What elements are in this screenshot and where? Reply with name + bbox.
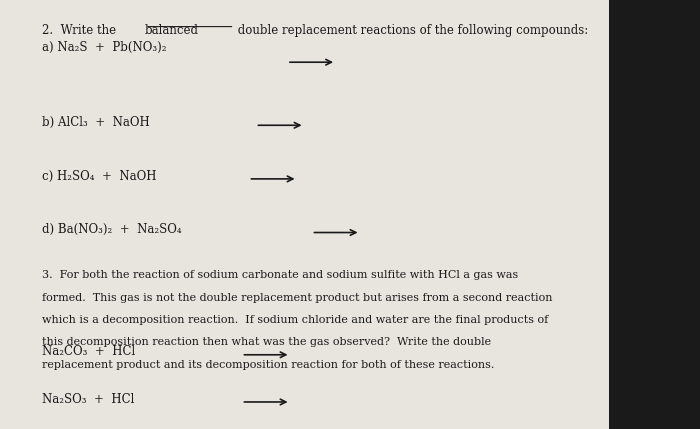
FancyBboxPatch shape (609, 0, 700, 429)
Text: a) Na₂S  +  Pb(NO₃)₂: a) Na₂S + Pb(NO₃)₂ (42, 41, 167, 54)
Text: balanced: balanced (145, 24, 199, 36)
FancyBboxPatch shape (0, 0, 609, 429)
Text: double replacement reactions of the following compounds:: double replacement reactions of the foll… (234, 24, 589, 36)
Text: formed.  This gas is not the double replacement product but arises from a second: formed. This gas is not the double repla… (42, 293, 552, 302)
Text: 2.  Write the: 2. Write the (42, 24, 120, 36)
Text: which is a decomposition reaction.  If sodium chloride and water are the final p: which is a decomposition reaction. If so… (42, 315, 548, 325)
Text: c) H₂SO₄  +  NaOH: c) H₂SO₄ + NaOH (42, 169, 157, 182)
Text: this decomposition reaction then what was the gas observed?  Write the double: this decomposition reaction then what wa… (42, 337, 491, 347)
Text: d) Ba(NO₃)₂  +  Na₂SO₄: d) Ba(NO₃)₂ + Na₂SO₄ (42, 223, 181, 236)
Text: replacement product and its decomposition reaction for both of these reactions.: replacement product and its decompositio… (42, 360, 494, 369)
Text: b) AlCl₃  +  NaOH: b) AlCl₃ + NaOH (42, 116, 150, 129)
Text: Na₂CO₃  +  HCl: Na₂CO₃ + HCl (42, 345, 135, 358)
Text: Na₂SO₃  +  HCl: Na₂SO₃ + HCl (42, 393, 134, 405)
Text: 3.  For both the reaction of sodium carbonate and sodium sulfite with HCl a gas : 3. For both the reaction of sodium carbo… (42, 270, 518, 280)
